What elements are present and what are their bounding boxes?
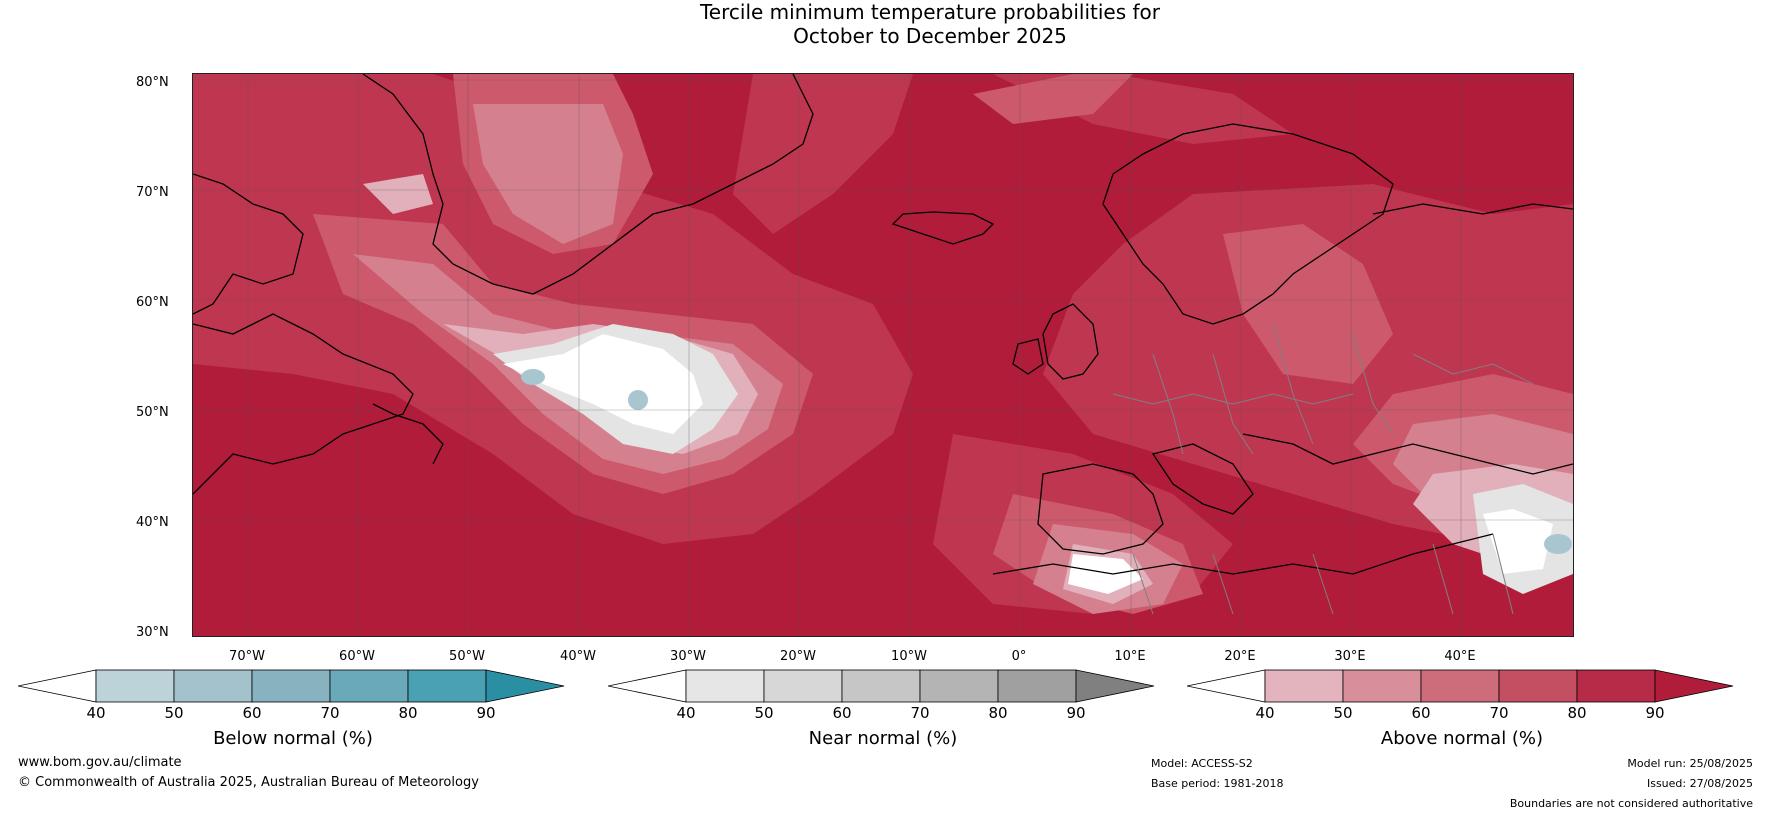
probability-map xyxy=(192,73,1574,637)
legend-below-normal: 40 50 60 70 80 90 Below normal (%) xyxy=(17,668,568,758)
website-link[interactable]: www.bom.gov.au/climate xyxy=(18,755,182,770)
tick-90: 90 xyxy=(1066,704,1086,722)
colorbar-near-normal xyxy=(607,669,1155,703)
colorbar-ticks: 40 50 60 70 80 90 xyxy=(18,704,568,724)
lon-label-40e: 40°E xyxy=(1444,649,1476,664)
tick-80: 80 xyxy=(398,704,418,722)
coastline-baffin xyxy=(193,173,304,315)
colorbar-extend-high xyxy=(1075,669,1155,703)
tick-70: 70 xyxy=(320,704,340,722)
tick-70: 70 xyxy=(1489,704,1509,722)
colorbar-extend-high xyxy=(485,669,565,703)
colorbar-above-normal xyxy=(1186,669,1734,703)
below-normal-regions xyxy=(521,369,1572,554)
colorbar-ticks: 40 50 60 70 80 90 xyxy=(1187,704,1737,724)
tick-40: 40 xyxy=(1255,704,1275,722)
title-line-2: October to December 2025 xyxy=(793,24,1067,48)
colorbar-extend-low xyxy=(1186,669,1266,703)
lat-label-50n: 50°N xyxy=(136,405,169,420)
lon-label-60w: 60°W xyxy=(339,649,375,664)
map-canvas xyxy=(193,74,1573,636)
colorbar-ticks: 40 50 60 70 80 90 xyxy=(608,704,1158,724)
lon-label-20w: 20°W xyxy=(780,649,816,664)
tick-80: 80 xyxy=(988,704,1008,722)
colorbar-segment xyxy=(841,669,921,703)
coastline-iberia xyxy=(1037,463,1164,555)
tick-60: 60 xyxy=(832,704,852,722)
lon-label-0: 0° xyxy=(1011,649,1027,664)
lon-label-50w: 50°W xyxy=(449,649,485,664)
lon-label-20e: 20°E xyxy=(1224,649,1256,664)
colorbar-segment xyxy=(1576,669,1656,703)
colorbar-segment xyxy=(1420,669,1500,703)
tick-70: 70 xyxy=(910,704,930,722)
disclaimer-text: Boundaries are not considered authoritat… xyxy=(1509,797,1753,810)
map-title: Tercile minimum temperature probabilitie… xyxy=(0,0,1770,48)
lat-label-30n: 30°N xyxy=(136,625,169,640)
coastline-greenland xyxy=(362,74,814,295)
legend-label: Above normal (%) xyxy=(1380,728,1544,749)
coastline-labrador xyxy=(193,313,414,495)
coastline-scandinavia xyxy=(1102,123,1394,325)
legend-label: Below normal (%) xyxy=(213,728,373,749)
lat-label-70n: 70°N xyxy=(136,185,169,200)
coastline-italy xyxy=(1151,443,1254,515)
colorbar-segment xyxy=(251,669,331,703)
base-period-text: Base period: 1981-2018 xyxy=(1151,777,1284,790)
lon-label-40w: 40°W xyxy=(560,649,596,664)
colorbar-segment xyxy=(173,669,253,703)
colorbar-segment xyxy=(95,669,175,703)
coastline-newfoundland xyxy=(372,403,444,465)
title-line-1: Tercile minimum temperature probabilitie… xyxy=(699,0,1161,24)
coastline-russia-north xyxy=(1372,203,1573,215)
colorbar-segment xyxy=(919,669,999,703)
near-normal-regions xyxy=(493,324,1573,594)
coastline-ireland xyxy=(1012,338,1044,375)
tick-50: 50 xyxy=(164,704,184,722)
tick-50: 50 xyxy=(1333,704,1353,722)
colorbar-segment xyxy=(407,669,487,703)
coastlines xyxy=(193,74,1573,575)
lon-label-70w: 70°W xyxy=(229,649,265,664)
colorbar-segment xyxy=(685,669,765,703)
colorbar-segment xyxy=(763,669,843,703)
model-run-text: Model run: 25/08/2025 xyxy=(1627,757,1753,770)
coastline-britain xyxy=(1042,303,1099,380)
legend-near-normal: 40 50 60 70 80 90 Near normal (%) xyxy=(607,668,1158,758)
tick-90: 90 xyxy=(476,704,496,722)
tick-90: 90 xyxy=(1645,704,1665,722)
tick-50: 50 xyxy=(754,704,774,722)
lat-label-60n: 60°N xyxy=(136,295,169,310)
lat-label-80n: 80°N xyxy=(136,75,169,90)
legend-label: Near normal (%) xyxy=(808,728,958,749)
colorbar-segment xyxy=(1264,669,1344,703)
coastline-iceland xyxy=(891,211,995,245)
lon-label-30e: 30°E xyxy=(1334,649,1366,664)
coastline-north-africa xyxy=(992,533,1494,575)
legend-above-normal: 40 50 60 70 80 90 Above normal (%) xyxy=(1186,668,1737,758)
tick-60: 60 xyxy=(242,704,262,722)
colorbar-below-normal xyxy=(17,669,565,703)
colorbar-extend-low xyxy=(607,669,687,703)
colorbar-extend-low xyxy=(17,669,97,703)
colorbar-extend-high xyxy=(1654,669,1734,703)
coastline-blacksea xyxy=(1242,433,1573,475)
tick-40: 40 xyxy=(676,704,696,722)
copyright-text: © Commonwealth of Australia 2025, Austra… xyxy=(18,775,479,790)
colorbar-segment xyxy=(329,669,409,703)
model-text: Model: ACCESS-S2 xyxy=(1151,757,1253,770)
tick-40: 40 xyxy=(86,704,106,722)
lon-label-10e: 10°E xyxy=(1114,649,1146,664)
lat-label-40n: 40°N xyxy=(136,515,169,530)
issued-text: Issued: 27/08/2025 xyxy=(1646,777,1753,790)
lon-label-30w: 30°W xyxy=(670,649,706,664)
colorbar-segment xyxy=(1498,669,1578,703)
tick-60: 60 xyxy=(1411,704,1431,722)
tick-80: 80 xyxy=(1567,704,1587,722)
colorbar-segment xyxy=(997,669,1077,703)
country-borders xyxy=(1112,323,1534,615)
colorbar-segment xyxy=(1342,669,1422,703)
lon-label-10w: 10°W xyxy=(891,649,927,664)
